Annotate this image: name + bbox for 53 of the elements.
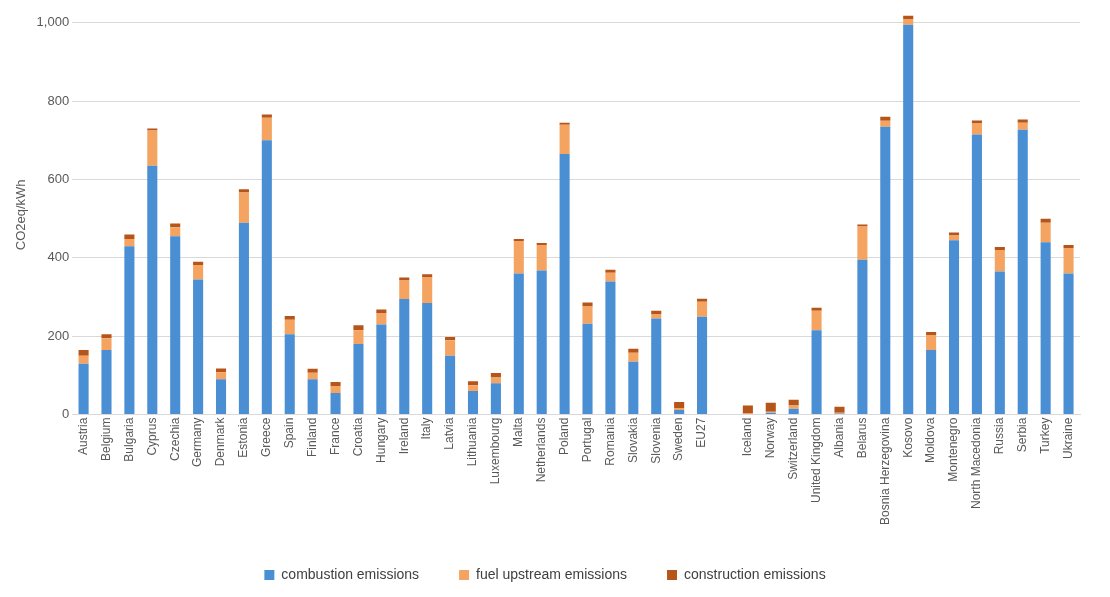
x-tick-label: Russia [992, 417, 1007, 455]
x-tick-label: Poland [556, 417, 571, 455]
x-tick-label: Hungary [373, 417, 388, 463]
y-axis-title: CO2eq/kWh [13, 179, 29, 251]
x-tick-label: Greece [259, 417, 274, 457]
x-tick-label: Spain [282, 417, 297, 449]
x-tick-label: Ireland [396, 417, 411, 455]
x-tick-label: Ukraine [1060, 417, 1075, 459]
x-tick-label: Kosovo [900, 417, 915, 458]
legend-label: combustion emissions [281, 565, 420, 582]
x-tick-label: Slovenia [648, 417, 663, 464]
x-tick-label: Albania [831, 417, 846, 458]
x-tick-label: Italy [419, 417, 434, 440]
x-tick-label: Cyprus [144, 417, 159, 456]
x-tick-label: Norway [763, 417, 778, 459]
x-tick-label: Romania [602, 417, 617, 466]
x-tick-label: Estonia [236, 417, 251, 458]
x-tick-label: EU27 [694, 417, 709, 448]
y-tick-label: 1,000 [36, 14, 70, 30]
x-tick-label: Belgium [98, 417, 113, 461]
legend-label: fuel upstream emissions [476, 565, 628, 582]
x-tick-label: Latvia [442, 417, 457, 450]
x-tick-label: Croatia [350, 417, 365, 457]
x-tick-label: Austria [75, 417, 90, 455]
x-tick-label: Belarus [854, 417, 869, 459]
x-tick-label: Switzerland [785, 417, 800, 480]
x-tick-label: Slovakia [625, 417, 640, 463]
x-tick-label: Bosnia Herzegovina [877, 417, 892, 526]
x-tick-label: Montenegro [946, 417, 961, 482]
x-tick-label: Denmark [213, 416, 228, 467]
x-tick-label: Moldova [923, 417, 938, 463]
x-tick-label: Netherlands [534, 417, 549, 483]
x-tick-label: Serbia [1015, 417, 1030, 453]
x-tick-label: Portugal [579, 417, 594, 463]
legend-label: construction emissions [684, 565, 826, 582]
x-tick-label: Lithuania [465, 417, 480, 467]
x-tick-label: Malta [511, 417, 526, 447]
y-tick-label: 600 [47, 171, 70, 187]
y-tick-label: 200 [47, 327, 70, 343]
x-tick-label: Czechia [167, 417, 182, 461]
y-tick-label: 400 [47, 249, 70, 265]
x-tick-label: Luxembourg [488, 417, 503, 485]
y-tick-label: 800 [47, 92, 70, 108]
x-tick-label: France [327, 417, 342, 455]
x-tick-label: Germany [190, 417, 205, 467]
y-tick-label: 0 [61, 406, 70, 422]
x-tick-label: North Macedonia [969, 417, 984, 509]
x-tick-label: Sweden [671, 417, 686, 461]
x-tick-label: Bulgaria [121, 417, 136, 462]
x-tick-label: Turkey [1037, 417, 1052, 454]
x-tick-label: Finland [304, 417, 319, 457]
x-tick-label: Iceland [740, 417, 755, 457]
x-tick-label: United Kingdom [808, 417, 823, 503]
